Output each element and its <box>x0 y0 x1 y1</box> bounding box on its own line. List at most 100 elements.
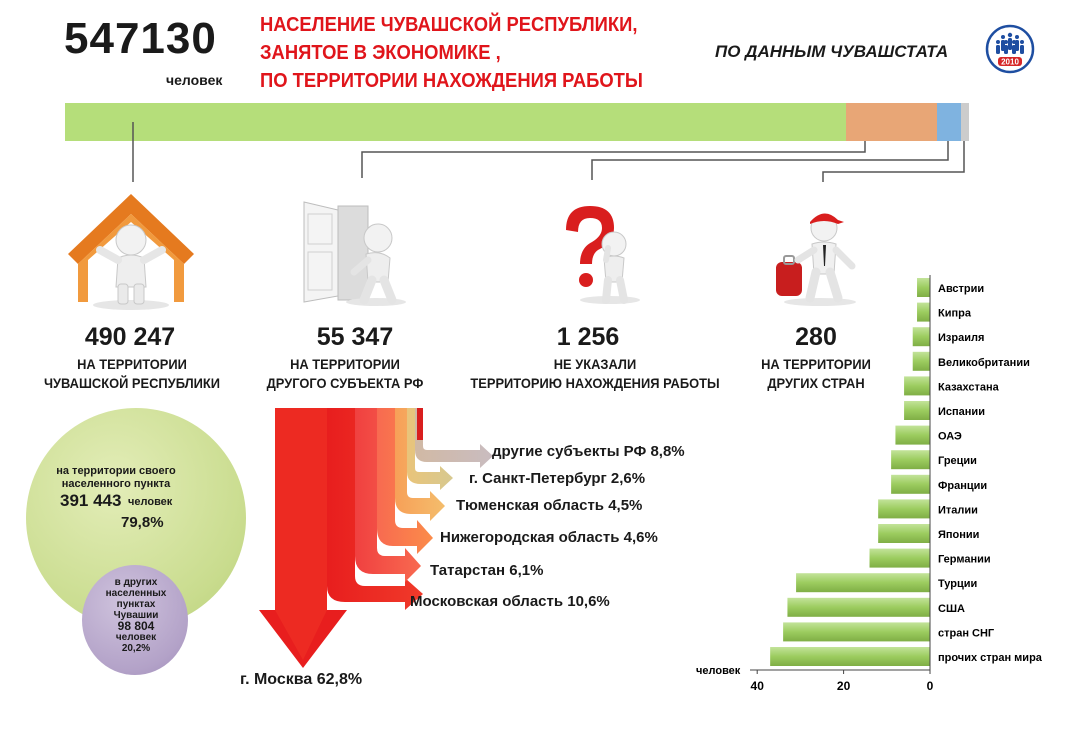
country-label: Австрии <box>938 283 984 295</box>
title-line-2: ЗАНЯТОЕ В ЭКОНОМИКЕ , <box>260 42 501 64</box>
category-label-line: ТЕРРИТОРИЮ НАХОЖДЕНИЯ РАБОТЫ <box>470 375 720 391</box>
country-label: Израиля <box>938 332 984 344</box>
country-bar <box>878 524 930 543</box>
x-tick-label: 40 <box>751 679 765 693</box>
x-tick-label: 0 <box>927 679 934 693</box>
country-label: США <box>938 603 965 615</box>
flow-label-other-subjects: другие субъекты РФ 8,8% <box>492 443 685 460</box>
distribution-segment-chuvashia <box>65 103 846 141</box>
flow-arrow-spb <box>407 408 453 490</box>
census-logo-year: 2010 <box>1001 58 1019 67</box>
census-2010-logo-icon: 2010 <box>985 24 1035 74</box>
bubble-line: на территории своего <box>56 465 176 477</box>
country-label: стран СНГ <box>938 627 995 639</box>
flow-label-nizhny: Нижегородская область 4,6% <box>440 529 658 546</box>
bubble-line: населенных <box>105 588 167 599</box>
flow-label-moscow-oblast: Московская область 10,6% <box>410 593 610 610</box>
country-bar <box>787 597 930 617</box>
flow-arrow-other <box>415 408 493 468</box>
country-bar <box>912 351 930 371</box>
house-person-icon <box>68 194 194 310</box>
country-bar <box>917 278 930 297</box>
bubble-line: пунктах <box>116 599 156 610</box>
country-label: Германии <box>938 554 991 566</box>
source-label: ПО ДАННЫМ ЧУВАШСТАТА <box>715 42 949 61</box>
country-bar <box>869 548 930 568</box>
flow-label-moscow: г. Москва 62,8% <box>240 671 363 688</box>
category-label-line: ЧУВАШСКОЙ РЕСПУБЛИКИ <box>43 375 221 391</box>
other-settlements-text: в других населенных пунктах Чувашии 98 8… <box>92 577 180 654</box>
category-label-line: ДРУГИХ СТРАН <box>767 375 865 391</box>
other-settlements-unit: человек <box>115 632 157 643</box>
country-label: Японии <box>938 529 979 541</box>
countries-bar-chart: Австрии Кипра Израиля Великобритании Казахст… <box>696 275 1043 693</box>
category-label-chuvashia: НА ТЕРРИТОРИИ ЧУВАШСКОЙ РЕСПУБЛИКИ <box>0 355 270 393</box>
own-settlement-text: на территории своего населенного пункта <box>46 465 186 491</box>
other-settlements-percent: 20,2% <box>121 643 151 654</box>
own-settlement-unit: человек <box>128 496 173 508</box>
category-number-abroad: 280 <box>795 323 837 351</box>
distribution-segment-abroad <box>960 103 969 141</box>
flow-arrow-tyumen <box>395 408 445 521</box>
flow-arrows-diagram <box>255 408 493 668</box>
flow-arrow-tatarstan <box>355 408 421 582</box>
flow-label-tatarstan: Татарстан 6,1% <box>430 562 544 579</box>
category-number-other-subject: 55 347 <box>316 323 394 351</box>
country-label: Испании <box>938 406 985 418</box>
own-settlement-number: 391 443 <box>60 491 122 510</box>
bubble-line: в других <box>114 577 158 588</box>
total-employed-number: 547130 <box>64 14 217 63</box>
category-label-abroad: НА ТЕРРИТОРИИ ДРУГИХ СТРАН <box>678 355 954 393</box>
flow-label-tyumen: Тюменская область 4,5% <box>456 497 643 514</box>
category-label-line: ДРУГОГО СУБЪЕКТА РФ <box>266 375 424 391</box>
country-bar <box>891 474 930 494</box>
distribution-segment-other-subject <box>845 103 937 141</box>
flow-arrow-nizhny <box>377 408 433 554</box>
country-bar <box>891 450 930 470</box>
country-bar <box>878 499 930 519</box>
category-label-line: НА ТЕРРИТОРИИ <box>290 356 400 372</box>
category-label-line: НА ТЕРРИТОРИИ <box>761 356 871 372</box>
country-label: Кипра <box>938 308 972 320</box>
country-label: Казахстана <box>938 381 1000 393</box>
category-label-other-subject: НА ТЕРРИТОРИИ ДРУГОГО СУБЪЕКТА РФ <box>207 355 483 393</box>
door-person-icon <box>303 201 406 306</box>
country-label: Великобритании <box>938 357 1030 369</box>
category-label-line: НЕ УКАЗАЛИ <box>553 356 637 372</box>
flow-arrow-moscow-shade <box>275 408 327 660</box>
other-settlements-bubble <box>82 565 188 675</box>
flow-label-spb: г. Санкт-Петербург 2,6% <box>469 470 646 487</box>
bubble-line: населенного пункта <box>61 478 171 490</box>
country-label: Италии <box>938 504 978 516</box>
country-bar <box>904 376 930 396</box>
connector-lines <box>132 122 965 182</box>
flow-arrow-moscow-oblast <box>327 408 423 610</box>
own-settlement-percent: 79,8% <box>121 514 164 531</box>
country-bar <box>917 302 930 322</box>
country-bar <box>796 573 930 593</box>
bubble-line: Чувашии <box>113 610 159 621</box>
country-label: прочих стран мира <box>938 652 1043 664</box>
question-person-icon <box>566 206 640 304</box>
title-line-3: ПО ТЕРРИТОРИИ НАХОЖДЕНИЯ РАБОТЫ <box>260 70 643 92</box>
category-label-unspecified: НЕ УКАЗАЛИ ТЕРРИТОРИЮ НАХОЖДЕНИЯ РАБОТЫ <box>457 355 733 393</box>
country-bar <box>895 425 930 445</box>
country-label: ОАЭ <box>938 431 962 443</box>
category-number-unspecified: 1 256 <box>556 323 620 351</box>
country-label: Турции <box>938 578 977 590</box>
x-axis-label: человек <box>696 665 741 677</box>
title-line-1: НАСЕЛЕНИЕ ЧУВАШСКОЙ РЕСПУБЛИКИ, <box>260 14 638 36</box>
country-bar <box>783 622 930 642</box>
category-number-chuvashia: 490 247 <box>84 323 176 351</box>
total-unit-label: человек <box>166 72 223 88</box>
country-bar <box>912 327 930 347</box>
traveler-person-icon <box>776 213 856 306</box>
other-settlements-number: 98 804 <box>117 619 155 633</box>
country-label: Греции <box>938 455 977 467</box>
country-bar <box>770 647 930 666</box>
distribution-bar <box>65 103 969 141</box>
category-label-line: НА ТЕРРИТОРИИ <box>77 356 187 372</box>
distribution-segment-unspecified <box>936 103 961 141</box>
country-bar <box>904 401 930 420</box>
x-tick-label: 20 <box>837 679 851 693</box>
